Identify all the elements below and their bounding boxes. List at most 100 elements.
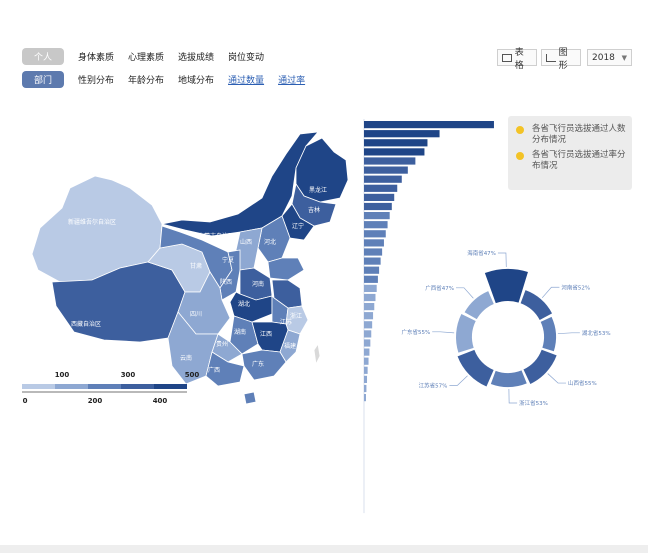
ring-segment-label: 湖北省53%	[582, 329, 611, 337]
bar[interactable]	[364, 330, 372, 338]
scale-tick-label: 300	[121, 371, 136, 379]
map-scale: 100 300 500 0 200 400	[22, 371, 199, 405]
ring-segment[interactable]	[490, 370, 527, 388]
bar[interactable]	[364, 248, 383, 256]
table-view-label: 表格	[514, 47, 524, 71]
ring-segment-label: 广西省47%	[425, 284, 454, 292]
tab-post-change[interactable]: 岗位变动	[228, 53, 265, 63]
bar[interactable]	[364, 239, 384, 247]
scale-swatch	[55, 384, 88, 389]
region-hunan[interactable]	[229, 315, 259, 355]
tab-gender[interactable]: 性别分布	[78, 76, 115, 86]
ring-segment-label: 广东省55%	[401, 328, 430, 336]
bar[interactable]	[364, 284, 377, 292]
region-taiwan[interactable]	[313, 342, 321, 366]
ring-segment-label: 河南省52%	[561, 283, 590, 291]
bar[interactable]	[364, 230, 386, 238]
ring-leader-line	[497, 252, 507, 268]
bar[interactable]	[364, 275, 378, 283]
table-view-button[interactable]: 表格	[497, 48, 537, 71]
bar[interactable]	[364, 366, 368, 374]
map-region-label: 四川	[190, 311, 202, 318]
scale-swatch	[22, 384, 55, 389]
bar[interactable]	[364, 148, 425, 156]
region-guangdong[interactable]	[241, 349, 287, 381]
ring-leader-line	[432, 331, 455, 334]
tab-department[interactable]: 部门	[22, 71, 64, 88]
bar[interactable]	[364, 166, 408, 174]
bar[interactable]	[364, 375, 368, 383]
bar[interactable]	[364, 193, 395, 201]
ring-segment[interactable]	[456, 313, 476, 353]
bar[interactable]	[364, 357, 369, 365]
legend-item-label: 各省飞行员选拔通过人数分布情况	[532, 124, 626, 145]
map-region-label: 河北	[264, 238, 276, 246]
bar[interactable]	[364, 321, 373, 329]
bar-chart-icon	[546, 53, 556, 62]
ring-segment[interactable]	[523, 349, 557, 384]
ring-segment-label: 海南省47%	[467, 249, 496, 257]
map-region-label: 甘肃	[190, 262, 202, 270]
map-region-label: 湖北	[238, 300, 250, 308]
bar[interactable]	[364, 266, 380, 274]
bar[interactable]	[364, 121, 494, 129]
ring-segment[interactable]	[540, 316, 556, 352]
tab-psychological[interactable]: 心理素质	[128, 53, 165, 63]
link-pass-count[interactable]: 通过数量	[228, 76, 265, 86]
bar[interactable]	[364, 130, 440, 138]
map-region-label: 云南	[180, 354, 192, 362]
legend-item[interactable]: 各省飞行员选拔通过人数分布情况	[516, 124, 626, 146]
tab-region[interactable]: 地域分布	[178, 76, 215, 86]
map-region-label: 山西	[240, 238, 252, 246]
scale-swatch	[88, 384, 121, 389]
bar[interactable]	[364, 257, 381, 265]
ring-leader-line	[557, 332, 580, 335]
bar[interactable]	[364, 184, 398, 192]
bar[interactable]	[364, 339, 371, 347]
primary-tab-row: 个人 身体素质 心理素质 选拔成绩 岗位变动	[22, 48, 278, 65]
tab-physical[interactable]: 身体素质	[78, 53, 115, 63]
region-heilongjiang[interactable]	[295, 137, 349, 203]
bar[interactable]	[364, 293, 376, 302]
map-region-label: 湖南	[234, 328, 246, 336]
region-shaanxi[interactable]	[219, 249, 241, 301]
chart-view-button[interactable]: 图形	[541, 48, 581, 71]
bar[interactable]	[364, 384, 367, 393]
bar[interactable]	[364, 303, 375, 311]
map-region-label: 福建	[284, 342, 296, 350]
region-shandong[interactable]	[267, 257, 305, 281]
bar[interactable]	[364, 212, 390, 220]
year-select[interactable]: 2018 ▼	[587, 49, 632, 66]
map-region-label: 宁夏	[222, 256, 234, 264]
ring-leader-line	[508, 388, 518, 404]
bar[interactable]	[364, 139, 428, 147]
year-value: 2018	[592, 52, 615, 63]
bar[interactable]	[364, 348, 370, 356]
region-neimenggu[interactable]	[161, 131, 319, 237]
ring-leader-line	[541, 286, 560, 299]
tab-age[interactable]: 年龄分布	[128, 76, 165, 86]
bar[interactable]	[364, 157, 416, 165]
ring-segment[interactable]	[484, 269, 528, 304]
ring-segment[interactable]	[520, 290, 553, 320]
ring-leader-line	[456, 287, 474, 299]
map-region-label: 江苏	[280, 318, 292, 326]
secondary-tab-row: 部门 性别分布 年龄分布 地域分布 通过数量 通过率	[22, 71, 319, 88]
legend-item[interactable]: 各省飞行员选拔通过率分布情况	[516, 150, 626, 172]
bar[interactable]	[364, 221, 388, 229]
bar[interactable]	[364, 394, 366, 402]
map-region-label: 广西	[208, 366, 220, 374]
bar[interactable]	[364, 312, 374, 320]
ring-segment[interactable]	[464, 291, 494, 320]
tab-personal[interactable]: 个人	[22, 48, 64, 65]
region-hainan[interactable]	[243, 391, 257, 405]
link-pass-rate[interactable]: 通过率	[278, 76, 306, 86]
china-map	[31, 131, 349, 405]
table-icon	[502, 53, 512, 62]
ring-segment[interactable]	[457, 349, 494, 387]
horizontal-scrollbar[interactable]	[0, 545, 648, 553]
bar[interactable]	[364, 202, 392, 211]
bar[interactable]	[364, 175, 402, 183]
tab-selection-score[interactable]: 选拔成绩	[178, 53, 215, 63]
map-region-label: 浙江	[290, 312, 302, 320]
